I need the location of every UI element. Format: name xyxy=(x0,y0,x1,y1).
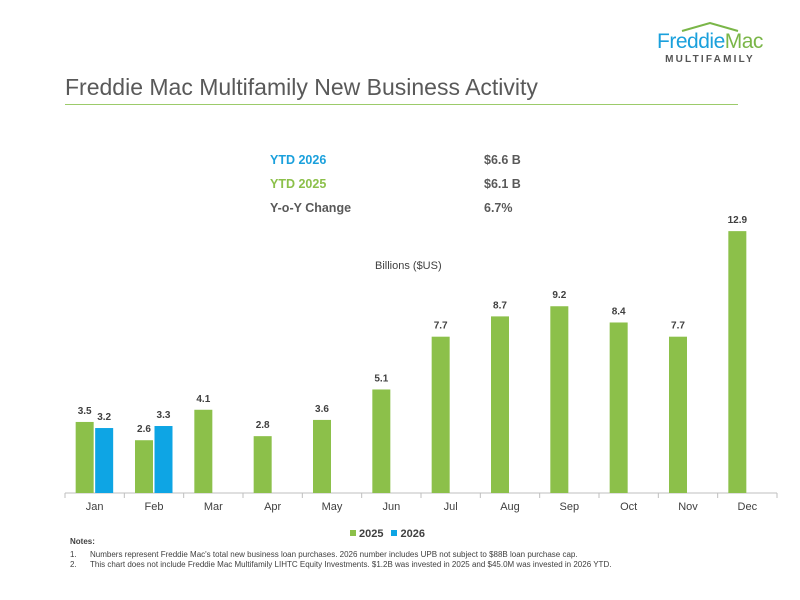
bar-2025-mar xyxy=(194,409,213,493)
data-label-2025-mar: 4.1 xyxy=(196,394,210,405)
x-tick-label-mar: Mar xyxy=(204,501,223,513)
freddie-mac-logo: FreddieMac MULTIFAMILY xyxy=(655,22,765,65)
kpi-label-ytd-2026: YTD 2026 xyxy=(270,153,327,167)
data-label-2025-oct: 8.4 xyxy=(612,306,626,317)
kpi-label-ytd-2025: YTD 2025 xyxy=(270,177,327,191)
bar-2025-nov xyxy=(669,336,687,493)
notes-heading: Notes: xyxy=(70,537,95,546)
data-label-2026-feb: 3.3 xyxy=(157,410,171,421)
note-text: Numbers represent Freddie Mac's total ne… xyxy=(90,550,578,559)
note-number: 1. xyxy=(70,550,77,559)
x-tick-label-apr: Apr xyxy=(264,501,281,513)
legend-swatch-2026 xyxy=(391,530,398,536)
logo-word-freddie: Freddie xyxy=(657,30,725,53)
logo-subtitle: MULTIFAMILY xyxy=(665,54,755,65)
data-label-2025-jun: 5.1 xyxy=(374,373,388,384)
data-label-2025-dec: 12.9 xyxy=(728,215,748,226)
bar-2025-aug xyxy=(491,316,509,493)
title-divider xyxy=(65,104,738,105)
bar-2025-may xyxy=(313,419,331,493)
logo-word-mac: Mac xyxy=(724,30,764,53)
legend-item-2025: 2025 xyxy=(350,528,383,540)
page-title: Freddie Mac Multifamily New Business Act… xyxy=(65,74,538,100)
x-tick-label-jul: Jul xyxy=(444,501,458,513)
legend-item-2026: 2026 xyxy=(391,528,425,540)
kpi-value-yoy: 6.7% xyxy=(484,201,513,215)
kpi-value-ytd-2025: $6.1 B xyxy=(484,177,521,191)
x-tick-label-nov: Nov xyxy=(678,501,698,513)
bar-2025-jul xyxy=(431,336,450,493)
data-label-2025-apr: 2.8 xyxy=(256,420,270,431)
x-tick-label-dec: Dec xyxy=(738,501,758,513)
data-label-2025-jul: 7.7 xyxy=(434,321,448,332)
note-item: 2. This chart does not include Freddie Ma… xyxy=(70,560,611,569)
y-axis-unit-label: Billions ($US) xyxy=(375,260,442,272)
legend-swatch-2025 xyxy=(350,530,356,536)
x-tick-label-sep: Sep xyxy=(560,501,580,513)
data-label-2025-jan: 3.5 xyxy=(78,406,92,417)
data-label-2025-sep: 9.2 xyxy=(552,290,566,301)
data-label-2025-may: 3.6 xyxy=(315,404,329,415)
legend-label-2026: 2026 xyxy=(400,528,425,540)
bar-2025-feb xyxy=(135,440,153,493)
note-number: 2. xyxy=(70,560,77,569)
bar-2025-apr xyxy=(253,436,272,493)
legend: 2025 2026 xyxy=(350,528,425,540)
bar-2026-feb xyxy=(154,426,173,493)
bar-2025-sep xyxy=(550,306,569,493)
bar-2025-dec xyxy=(728,231,747,493)
x-tick-label-jun: Jun xyxy=(382,501,400,513)
bar-2025-jun xyxy=(372,389,391,493)
notes: Notes: 1. Numbers represent Freddie Mac's… xyxy=(70,537,611,570)
data-label-2025-nov: 7.7 xyxy=(671,321,685,332)
data-label-2026-jan: 3.2 xyxy=(97,412,111,423)
x-tick-label-jan: Jan xyxy=(86,501,104,513)
x-tick-label-feb: Feb xyxy=(145,501,164,513)
note-item: 1. Numbers represent Freddie Mac's total … xyxy=(70,550,611,559)
kpi-value-ytd-2026: $6.6 B xyxy=(484,153,521,167)
x-tick-label-oct: Oct xyxy=(620,501,637,513)
x-tick-label-may: May xyxy=(322,501,343,513)
bar-2026-jan xyxy=(95,428,114,493)
data-label-2025-feb: 2.6 xyxy=(137,424,151,435)
data-label-2025-aug: 8.7 xyxy=(493,300,507,311)
bar-2025-oct xyxy=(609,322,628,493)
roof-icon xyxy=(681,22,739,32)
kpi-label-yoy: Y-o-Y Change xyxy=(270,201,352,215)
x-tick-label-aug: Aug xyxy=(500,501,520,513)
legend-label-2025: 2025 xyxy=(359,528,384,540)
note-text: This chart does not include Freddie Mac … xyxy=(90,560,612,569)
bar-2025-jan xyxy=(75,421,94,493)
